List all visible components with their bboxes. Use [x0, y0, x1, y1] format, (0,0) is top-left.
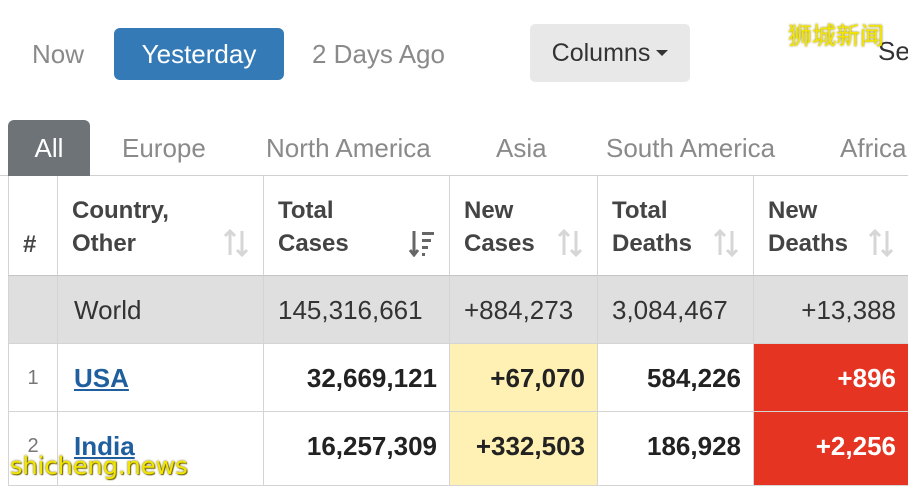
tab-asia[interactable]: Asia	[496, 133, 547, 163]
world-total-deaths-cell: 3,084,467	[598, 276, 754, 344]
header-country[interactable]: Country, Other	[58, 176, 264, 276]
row-total-deaths-cell: 186,928	[598, 412, 754, 486]
row-index-cell: 1	[8, 344, 58, 412]
sort-icon[interactable]	[557, 229, 583, 257]
row-country-cell: USA	[58, 344, 264, 412]
country-link[interactable]: USA	[74, 363, 129, 393]
world-new-deaths-cell: +13,388	[754, 276, 908, 344]
columns-dropdown-button[interactable]: Columns	[530, 24, 690, 82]
two-days-ago-button[interactable]: 2 Days Ago	[312, 39, 445, 69]
columns-label: Columns	[551, 39, 651, 67]
search-label: Se	[878, 36, 908, 66]
row-total-cases-cell: 16,257,309	[264, 412, 450, 486]
tab-all[interactable]: All	[8, 120, 90, 176]
world-index-cell	[8, 276, 58, 344]
watermark-top: 狮城新闻	[788, 22, 884, 50]
region-tabs: All Europe North America Asia South Amer…	[0, 120, 908, 176]
row-new-cases-cell: +67,070	[450, 344, 598, 412]
tab-europe[interactable]: Europe	[122, 133, 206, 163]
header-new-cases-label: New Cases	[464, 197, 535, 257]
header-new-deaths[interactable]: New Deaths	[754, 176, 908, 276]
world-new-cases-cell: +884,273	[450, 276, 598, 344]
tab-africa[interactable]: Africa	[840, 133, 907, 163]
caret-down-icon	[656, 49, 669, 56]
tab-north-america[interactable]: North America	[266, 133, 431, 163]
row-total-deaths-cell: 584,226	[598, 344, 754, 412]
header-index[interactable]: #	[8, 176, 58, 276]
header-total-deaths-label: Total Deaths	[612, 197, 693, 257]
header-country-label: Country, Other	[72, 197, 169, 257]
tab-south-america[interactable]: South America	[606, 133, 776, 163]
header-total-cases[interactable]: Total Cases	[264, 176, 450, 276]
header-total-cases-label: Total Cases	[278, 197, 349, 257]
header-total-deaths[interactable]: Total Deaths	[598, 176, 754, 276]
row-new-cases-cell: +332,503	[450, 412, 598, 486]
header-new-deaths-label: New Deaths	[768, 197, 849, 257]
country-link[interactable]: India	[74, 431, 135, 461]
row-new-deaths-cell: +2,256	[754, 412, 908, 486]
header-index-label: #	[23, 231, 37, 258]
watermark-bottom: shicheng.news	[10, 452, 188, 480]
row-total-cases-cell: 32,669,121	[264, 344, 450, 412]
world-total-cases-cell: 145,316,661	[264, 276, 450, 344]
row-new-deaths-cell: +896	[754, 344, 908, 412]
world-country-cell: World	[58, 276, 264, 344]
yesterday-button[interactable]: Yesterday	[114, 28, 284, 80]
sort-icon[interactable]	[713, 229, 739, 257]
row-country-cell: India	[58, 412, 264, 486]
day-filter-bar: Now Yesterday 2 Days Ago Columns Se 狮城新闻	[0, 0, 908, 100]
now-button[interactable]: Now	[32, 39, 85, 69]
header-new-cases[interactable]: New Cases	[450, 176, 598, 276]
sort-icon[interactable]	[223, 229, 249, 257]
sort-icon[interactable]	[868, 229, 894, 257]
sort-desc-icon[interactable]	[409, 229, 435, 257]
